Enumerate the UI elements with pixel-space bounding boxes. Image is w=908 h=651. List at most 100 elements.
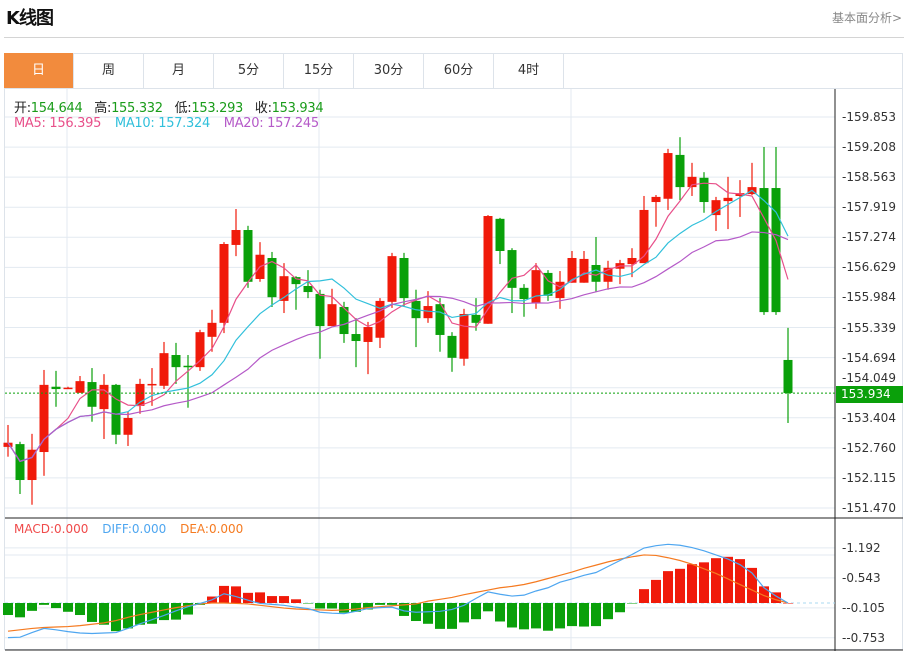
macd-bar bbox=[231, 586, 241, 603]
macd-bar bbox=[351, 603, 361, 612]
macd-tick-label: --0.753 bbox=[842, 630, 886, 645]
candle-body bbox=[471, 314, 481, 323]
macd-bar bbox=[111, 603, 121, 632]
macd-bar bbox=[435, 603, 445, 629]
macd-bar bbox=[495, 603, 505, 622]
price-tick-label: -157.919 bbox=[842, 200, 896, 215]
price-tick-label: -155.984 bbox=[842, 290, 896, 305]
candle-body bbox=[675, 154, 685, 188]
price-tick-label: -153.404 bbox=[842, 410, 896, 425]
macd-bar bbox=[579, 603, 589, 627]
candle-body bbox=[495, 218, 505, 252]
fundamental-analysis-link[interactable]: 基本面分析> bbox=[831, 11, 902, 25]
candle-body bbox=[663, 153, 673, 199]
tab-30min[interactable]: 30分 bbox=[354, 53, 424, 88]
candle-body bbox=[507, 250, 517, 288]
divider bbox=[4, 37, 904, 38]
macd-bar bbox=[63, 603, 73, 612]
candle-body bbox=[399, 257, 409, 299]
macd-bar bbox=[279, 596, 289, 603]
macd-bar bbox=[555, 603, 565, 629]
candle-body bbox=[519, 287, 529, 300]
candle-body bbox=[771, 188, 781, 313]
macd-bar bbox=[291, 599, 301, 603]
macd-bar bbox=[303, 603, 313, 604]
tab-5min[interactable]: 5分 bbox=[214, 53, 284, 88]
macd-legend-value: MACD:0.000 bbox=[14, 522, 89, 536]
macd-bar bbox=[363, 603, 373, 610]
ma10-line bbox=[7, 189, 789, 463]
price-tick-label: -157.274 bbox=[842, 230, 896, 245]
ma20-line bbox=[7, 231, 789, 463]
macd-bar bbox=[219, 585, 229, 603]
price-tick-label: -159.853 bbox=[842, 110, 896, 124]
high-label: 高: bbox=[94, 101, 112, 116]
dea-legend-value: DEA:0.000 bbox=[180, 522, 244, 536]
macd-bar bbox=[183, 603, 193, 615]
macd-bar bbox=[135, 603, 145, 625]
macd-bar bbox=[267, 596, 277, 603]
ma-legend: MA5: 156.395 MA10: 157.324 MA20: 157.245 bbox=[14, 116, 319, 131]
ma5-legend: MA5: 156.395 bbox=[14, 116, 102, 131]
macd-bar bbox=[627, 603, 637, 604]
macd-bar bbox=[735, 559, 745, 603]
candle-body bbox=[39, 384, 49, 453]
macd-tick-label: --0.105 bbox=[842, 600, 886, 615]
high-value: 155.332 bbox=[111, 101, 163, 116]
macd-bar bbox=[27, 603, 37, 611]
macd-bar bbox=[507, 603, 517, 628]
tab-4hour[interactable]: 4时 bbox=[494, 53, 564, 88]
macd-bar bbox=[543, 603, 553, 631]
candle-body bbox=[243, 230, 253, 282]
macd-bar bbox=[663, 571, 673, 603]
tab-month[interactable]: 月 bbox=[144, 53, 214, 88]
macd-bar bbox=[687, 564, 697, 603]
macd-bar bbox=[771, 592, 781, 603]
candle-body bbox=[207, 322, 217, 337]
candle-body bbox=[51, 386, 61, 390]
candle-body bbox=[435, 304, 445, 335]
macd-bar bbox=[531, 603, 541, 629]
candle-body bbox=[87, 382, 97, 407]
macd-legend: MACD:0.000 DIFF:0.000 DEA:0.000 bbox=[14, 522, 253, 536]
current-price-label: 153.934 bbox=[836, 386, 903, 403]
candle-body bbox=[423, 306, 433, 319]
macd-bar bbox=[615, 603, 625, 613]
price-tick-label: -159.208 bbox=[842, 140, 896, 155]
tab-60min[interactable]: 60分 bbox=[424, 53, 494, 88]
diff-line bbox=[7, 543, 789, 639]
ohlc-info: 开:154.644 高:155.332 低:153.293 收:153.934 bbox=[14, 97, 331, 116]
macd-bar bbox=[51, 603, 61, 609]
diff-legend-value: DIFF:0.000 bbox=[102, 522, 167, 536]
tab-week[interactable]: 周 bbox=[74, 53, 144, 88]
macd-bar bbox=[255, 592, 265, 603]
macd-bar bbox=[519, 603, 529, 630]
macd-bar bbox=[243, 592, 253, 603]
price-tick-label: -158.563 bbox=[842, 170, 896, 185]
candle-body bbox=[303, 285, 313, 293]
candle-body bbox=[291, 277, 301, 285]
macd-bar bbox=[147, 603, 157, 624]
candle-body bbox=[687, 176, 697, 188]
price-tick-label: -151.470 bbox=[842, 501, 896, 515]
tab-15min[interactable]: 15分 bbox=[284, 53, 354, 88]
price-tick-label: -152.115 bbox=[842, 470, 896, 485]
close-value: 153.934 bbox=[271, 101, 324, 116]
candle-body bbox=[699, 177, 709, 203]
page-title: K线图 bbox=[6, 8, 54, 29]
candle-body bbox=[543, 272, 553, 296]
macd-bar bbox=[783, 603, 793, 604]
candle-body bbox=[339, 306, 349, 335]
macd-bar bbox=[87, 603, 97, 622]
macd-bar bbox=[603, 603, 613, 620]
price-tick-label: -155.339 bbox=[842, 320, 896, 335]
low-value: 153.293 bbox=[191, 101, 244, 116]
period-tabs: 日 周 月 5分 15分 30分 60分 4时 bbox=[4, 53, 903, 89]
tab-day[interactable]: 日 bbox=[4, 53, 74, 88]
candle-body bbox=[651, 196, 661, 203]
candle-body bbox=[171, 355, 181, 368]
candle-body bbox=[759, 188, 769, 313]
macd-bar bbox=[591, 603, 601, 627]
price-tick-label: -154.049 bbox=[842, 371, 896, 385]
